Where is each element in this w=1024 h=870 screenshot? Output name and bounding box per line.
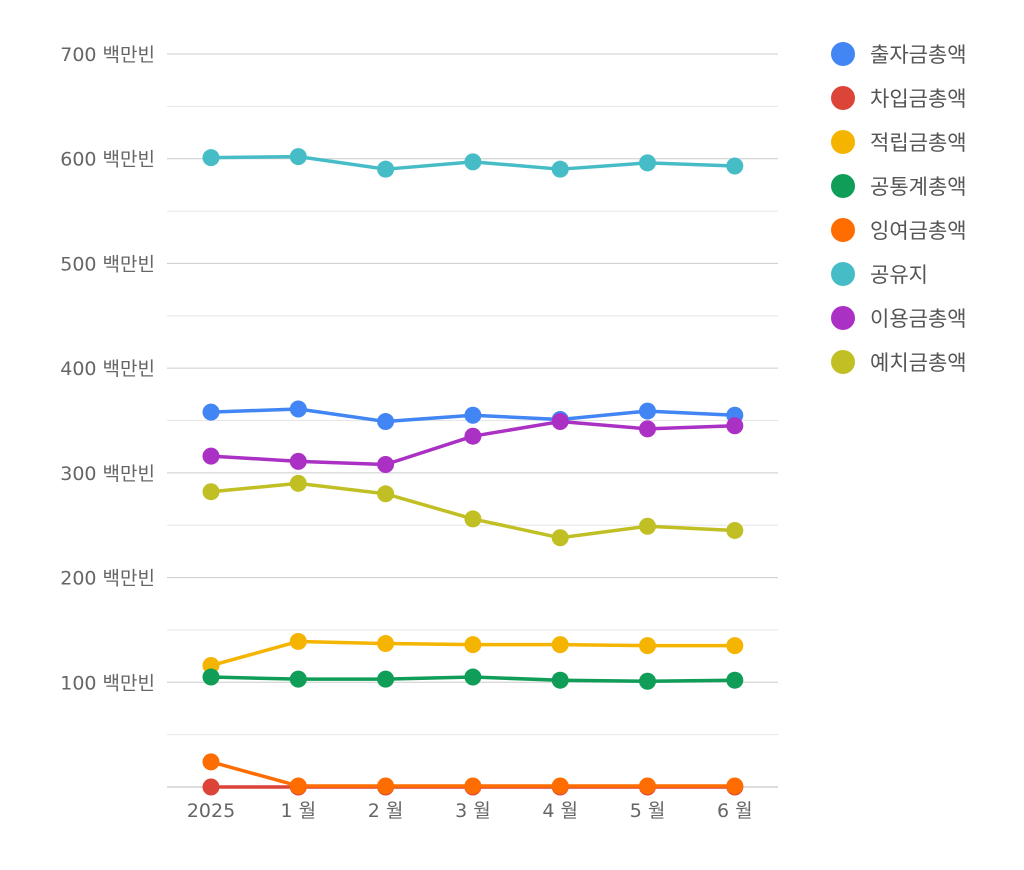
data-point[interactable] <box>464 510 482 528</box>
data-point[interactable] <box>377 635 395 653</box>
data-point[interactable] <box>464 668 482 686</box>
data-point[interactable] <box>289 474 307 492</box>
data-point[interactable] <box>377 413 395 431</box>
x-tick-label: 5 월 <box>630 800 666 822</box>
data-point[interactable] <box>551 529 569 547</box>
data-point[interactable] <box>639 637 656 655</box>
data-point[interactable] <box>202 149 220 167</box>
legend-label: 공통계총액 <box>870 175 967 199</box>
data-point[interactable] <box>289 148 307 166</box>
x-tick-label: 4 월 <box>542 800 578 822</box>
data-point[interactable] <box>289 400 307 418</box>
legend-marker <box>831 130 855 154</box>
data-point[interactable] <box>726 671 744 689</box>
data-point[interactable] <box>202 668 220 686</box>
data-point[interactable] <box>289 452 307 470</box>
data-point[interactable] <box>464 406 482 424</box>
series-8[interactable] <box>202 474 744 547</box>
x-tick-label: 2025 <box>187 800 235 822</box>
legend-label: 공유지 <box>870 263 928 287</box>
series-7[interactable] <box>202 413 744 473</box>
data-point[interactable] <box>202 753 220 771</box>
data-point[interactable] <box>551 671 569 689</box>
data-point[interactable] <box>377 160 395 178</box>
data-point[interactable] <box>551 160 569 178</box>
data-point[interactable] <box>464 153 482 171</box>
x-tick-label: 6 월 <box>717 800 753 822</box>
data-point[interactable] <box>289 777 307 795</box>
data-point[interactable] <box>639 517 656 535</box>
y-tick-label: 100 백만빈 <box>60 672 155 694</box>
data-point[interactable] <box>726 521 744 539</box>
legend-item[interactable]: 출자금총액 <box>831 42 967 67</box>
legend-item[interactable]: 예치금총액 <box>831 350 967 375</box>
legend-label: 출자금총액 <box>870 43 967 67</box>
y-tick-label: 300 백만빈 <box>60 463 155 485</box>
legend-item[interactable]: 잉여금총액 <box>831 218 967 243</box>
legend-marker <box>831 262 855 286</box>
data-point[interactable] <box>551 413 569 431</box>
legend-item[interactable]: 공유지 <box>831 262 928 287</box>
series-4[interactable] <box>202 668 744 690</box>
legend-marker <box>831 306 855 330</box>
data-point[interactable] <box>377 670 395 688</box>
legend-item[interactable]: 차입금총액 <box>831 86 967 111</box>
data-point[interactable] <box>639 420 656 438</box>
data-point[interactable] <box>726 637 744 655</box>
series-3[interactable] <box>202 632 744 675</box>
y-tick-label: 500 백만빈 <box>60 253 155 275</box>
legend-marker <box>831 86 855 110</box>
legend-item[interactable]: 공통계총액 <box>831 174 967 199</box>
legend-marker <box>831 42 855 66</box>
x-tick-label: 2 월 <box>368 800 404 822</box>
data-point[interactable] <box>202 483 220 501</box>
data-point[interactable] <box>726 777 744 795</box>
legend-item[interactable]: 이용금총액 <box>831 306 967 331</box>
y-tick-label: 200 백만빈 <box>60 568 155 590</box>
data-point[interactable] <box>551 777 569 795</box>
data-point[interactable] <box>202 403 220 421</box>
data-point[interactable] <box>726 157 744 175</box>
data-point[interactable] <box>639 402 656 420</box>
y-tick-label: 700 백만빈 <box>60 44 155 66</box>
data-point[interactable] <box>726 417 744 435</box>
data-point[interactable] <box>289 670 307 688</box>
data-point[interactable] <box>464 777 482 795</box>
x-axis: 2025 1 월 2 월 3 월 4 월 5 월 6 월 <box>187 800 753 822</box>
data-point[interactable] <box>639 672 656 690</box>
legend-label: 예치금총액 <box>870 351 967 375</box>
y-axis: 100 백만빈 200 백만빈 300 백만빈 400 백만빈 500 백만빈 600 백… <box>60 44 155 694</box>
data-point[interactable] <box>202 447 220 465</box>
legend-marker <box>831 218 855 242</box>
x-tick-label: 1 월 <box>280 800 316 822</box>
series-layer <box>202 148 744 796</box>
legend-label: 차입금총액 <box>870 87 967 111</box>
series-6[interactable] <box>202 148 744 178</box>
y-tick-label: 600 백만빈 <box>60 149 155 171</box>
series-1[interactable] <box>202 400 744 431</box>
y-tick-label: 400 백만빈 <box>60 358 155 380</box>
legend-item[interactable]: 적립금총액 <box>831 130 967 155</box>
data-point[interactable] <box>639 777 656 795</box>
data-point[interactable] <box>551 636 569 654</box>
legend-marker <box>831 174 855 198</box>
legend-label: 잉여금총액 <box>870 219 967 243</box>
data-point[interactable] <box>464 636 482 654</box>
data-point[interactable] <box>377 777 395 795</box>
data-point[interactable] <box>289 632 307 650</box>
data-point[interactable] <box>377 455 395 473</box>
data-point[interactable] <box>202 778 220 796</box>
data-point[interactable] <box>639 154 656 172</box>
data-point[interactable] <box>464 427 482 445</box>
legend-label: 이용금총액 <box>870 307 967 331</box>
legend-marker <box>831 350 855 374</box>
data-point[interactable] <box>377 485 395 503</box>
series-5[interactable] <box>202 753 744 795</box>
x-tick-label: 3 월 <box>455 800 491 822</box>
legend-label: 적립금총액 <box>870 131 967 155</box>
